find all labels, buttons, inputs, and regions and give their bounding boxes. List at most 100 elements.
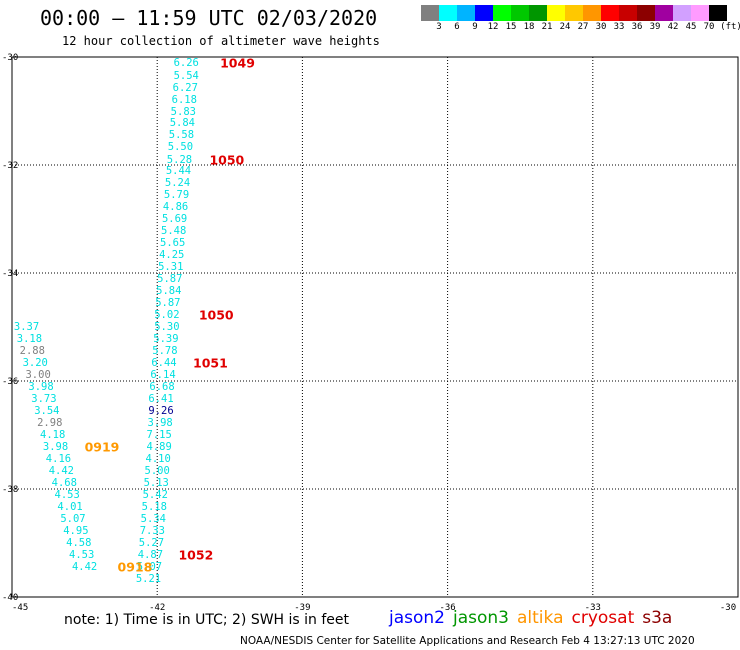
color-swatch: [673, 5, 691, 21]
wave-height-point: 5.28: [166, 153, 193, 166]
wave-height-point: 3.98: [147, 416, 173, 429]
wave-height-point: 5.34: [140, 512, 166, 525]
wave-height-point: 4.87: [137, 548, 164, 561]
color-scale-label: 6: [454, 22, 460, 32]
color-scale-label: 9: [472, 22, 478, 32]
wave-height-point: 4.95: [63, 524, 89, 537]
wave-height-point: 5.39: [153, 332, 179, 345]
color-scale-label: 27: [577, 22, 589, 32]
wave-height-point: 3.00: [25, 368, 51, 381]
color-swatch: [493, 5, 511, 21]
color-scale-label: 3: [436, 22, 442, 32]
legend-entry-jason2: jason2: [389, 608, 445, 628]
wave-height-point: 5.21: [135, 572, 162, 585]
color-swatch: [709, 5, 727, 21]
credit-line: NOAA/NESDIS Center for Satellite Applica…: [240, 635, 695, 647]
color-swatch: [637, 5, 655, 21]
pass-time-label: 1051: [193, 355, 228, 371]
color-scale-label: 21: [541, 22, 553, 32]
wave-height-point: 5.79: [163, 189, 190, 202]
latitude-tick-label: -34: [2, 269, 18, 279]
wave-height-point: 5.69: [161, 213, 188, 225]
color-swatch: [565, 5, 583, 21]
pass-time-label: 0919: [84, 439, 120, 455]
wave-height-point: 5.24: [164, 177, 191, 190]
wave-height-point: 4.53: [69, 548, 95, 561]
pass-time-label: 1050: [209, 152, 245, 168]
wave-height-point: 5.87: [155, 297, 181, 310]
color-scale-label: 15: [505, 22, 517, 32]
color-swatch: [583, 5, 601, 21]
wave-height-point: 3.20: [22, 356, 48, 369]
wave-height-point: 4.25: [159, 249, 185, 262]
wave-height-point: 6.14: [150, 368, 176, 381]
legend-entry-s3a: s3a: [642, 608, 673, 628]
wave-height-point: 6.18: [171, 93, 197, 106]
wave-height-point: 5.27: [138, 537, 165, 549]
longitude-tick-label: -33: [585, 603, 601, 613]
wave-height-point: 5.84: [169, 117, 196, 130]
longitude-tick-label: -39: [294, 603, 310, 613]
wave-height-point: 5.07: [136, 560, 163, 573]
wave-height-point: 5.50: [167, 141, 194, 154]
color-swatch: [421, 5, 439, 21]
satellite-legend: jason2 jason3 altika cryosat s3a: [389, 608, 680, 628]
color-scale-label: 24: [559, 22, 571, 32]
latitude-tick-label: -36: [2, 377, 18, 387]
wave-height-point: 5.44: [165, 165, 192, 178]
wave-height-point: 5.30: [154, 321, 180, 333]
color-swatch: [691, 5, 709, 21]
wave-height-point: 4.42: [48, 464, 75, 477]
color-scale-labels: 3 6 9 12 15 18 21 24 27 30 33 36 39 42 45 70 (ft): [421, 22, 740, 34]
wave-height-point: 5.83: [170, 105, 196, 118]
wave-height-point: 5.78: [152, 344, 178, 357]
wave-height-point: 4.01: [57, 500, 83, 513]
wave-height-point: 6.26: [173, 57, 199, 70]
wave-height-point: 4.18: [39, 429, 66, 441]
color-swatch: [547, 5, 565, 21]
color-scale-label: 45: [685, 22, 697, 32]
wave-height-point: 5.13: [143, 476, 169, 489]
wave-height-point: 4.86: [162, 201, 189, 214]
color-swatch: [475, 5, 493, 21]
pass-time-label: 1052: [178, 547, 214, 563]
wave-height-point: 5.48: [160, 224, 187, 237]
color-scale-label: 30: [595, 22, 607, 32]
wave-height-point: 3.98: [42, 440, 69, 453]
wave-height-point: 5.07: [60, 512, 86, 525]
wave-height-point: 5.31: [158, 261, 184, 274]
color-swatch: [601, 5, 619, 21]
wave-height-point: 5.87: [157, 272, 183, 285]
color-swatch: [655, 5, 673, 21]
color-scale-label: 42: [667, 22, 679, 32]
color-scale-label: (ft): [720, 22, 740, 32]
wave-height-point: 4.89: [146, 440, 172, 453]
legend-entry-cryosat: cryosat: [571, 608, 635, 628]
wave-height-point: 6.27: [172, 81, 198, 94]
units-note: note: 1) Time is in UTC; 2) SWH is in fe…: [64, 612, 350, 628]
longitude-tick-label: -36: [439, 603, 455, 613]
wave-height-point: 4.53: [54, 488, 80, 501]
longitude-tick-label: -45: [12, 603, 28, 613]
color-swatch: [457, 5, 475, 21]
wave-height-point: 2.88: [19, 344, 45, 357]
longitude-tick-label: -42: [149, 603, 165, 613]
wave-height-point: 6.68: [149, 380, 175, 393]
color-swatch: [529, 5, 547, 21]
wave-height-point: 5.42: [142, 488, 168, 501]
page-subtitle: 12 hour collection of altimeter wave hei…: [62, 34, 380, 48]
latitude-tick-label: -38: [2, 485, 18, 495]
wave-height-point: 3.37: [13, 321, 40, 333]
color-scale-label: 39: [649, 22, 661, 32]
wave-height-point: 5.02: [154, 309, 180, 322]
latitude-tick-label: -32: [2, 161, 18, 171]
wave-height-point: 3.73: [31, 392, 57, 405]
wave-height-point: 7.33: [139, 524, 166, 537]
wave-height-point: 5.84: [156, 284, 182, 297]
wave-height-point: 4.10: [145, 452, 171, 465]
color-scale-label: 18: [523, 22, 535, 32]
wave-height-point: 7.15: [146, 429, 172, 441]
pass-time-label: 0918: [117, 559, 153, 575]
